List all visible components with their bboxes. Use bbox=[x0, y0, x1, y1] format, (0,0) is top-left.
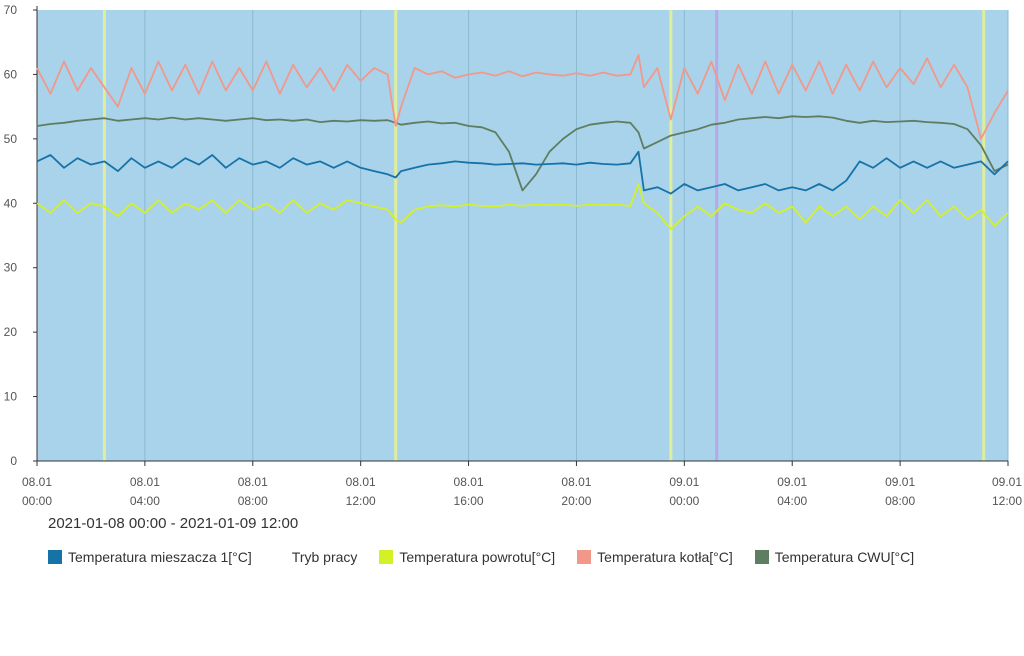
x-tick-label-day-0: 08.01 bbox=[22, 475, 52, 489]
x-tick-label-time-4: 16:00 bbox=[454, 494, 484, 508]
legend-item-boiler-temp[interactable]: Temperatura kotła[°C] bbox=[577, 549, 733, 565]
series-line-0 bbox=[36, 150, 1009, 195]
legend-item-mixer-temp[interactable]: Temperatura mieszacza 1[°C] bbox=[48, 549, 252, 565]
legend-label-dhw-temp: Temperatura CWU[°C] bbox=[774, 549, 915, 565]
x-tick-label-time-7: 04:00 bbox=[777, 494, 807, 508]
mode-marker-0 bbox=[102, 10, 106, 461]
x-tick-label-day-8: 09.01 bbox=[885, 475, 915, 489]
legend-label-mixer-temp: Temperatura mieszacza 1[°C] bbox=[68, 549, 252, 565]
y-tick-label-60: 60 bbox=[4, 67, 18, 81]
legend-label-boiler-temp: Temperatura kotła[°C] bbox=[597, 549, 733, 565]
legend-item-dhw-temp[interactable]: Temperatura CWU[°C] bbox=[754, 549, 915, 565]
legend-label-operating-mode: Tryb pracy bbox=[291, 549, 358, 565]
legend-label-return-temp: Temperatura powrotu[°C] bbox=[399, 549, 556, 565]
x-tick-label-time-0: 00:00 bbox=[22, 494, 52, 508]
x-tick-label-time-1: 04:00 bbox=[130, 494, 160, 508]
y-tick-label-50: 50 bbox=[4, 132, 18, 146]
y-tick-label-20: 20 bbox=[4, 325, 18, 339]
legend-swatch-boiler-temp bbox=[577, 550, 592, 564]
x-tick-label-day-9: 09.01 bbox=[992, 475, 1022, 489]
x-tick-label-time-9: 12:00 bbox=[992, 494, 1022, 508]
x-tick-label-time-2: 08:00 bbox=[238, 494, 268, 508]
legend-item-return-temp[interactable]: Temperatura powrotu[°C] bbox=[379, 549, 555, 565]
chart-legend: Temperatura mieszacza 1[°C] Tryb pracy T… bbox=[48, 549, 936, 565]
line-chart: 0 10 20 30 40 50 60 70 08.01 00:00 08.01 04:00 08.01… bbox=[4, 3, 1023, 508]
x-tick-label-day-3: 08.01 bbox=[346, 475, 376, 489]
y-tick-label-0: 0 bbox=[10, 454, 17, 468]
x-tick-label-time-3: 12:00 bbox=[346, 494, 376, 508]
x-tick-label-day-6: 09.01 bbox=[669, 475, 699, 489]
legend-swatch-return-temp bbox=[379, 550, 394, 564]
x-tick-label-time-5: 20:00 bbox=[561, 494, 591, 508]
y-tick-label-40: 40 bbox=[4, 196, 18, 210]
mode-marker-4 bbox=[982, 10, 986, 461]
y-tick-label-30: 30 bbox=[4, 261, 18, 275]
x-tick-label-time-6: 00:00 bbox=[669, 494, 699, 508]
legend-item-operating-mode[interactable]: Tryb pracy bbox=[292, 549, 358, 565]
y-tick-label-10: 10 bbox=[4, 390, 18, 404]
y-tick-label-70: 70 bbox=[4, 3, 18, 17]
x-tick-label-day-2: 08.01 bbox=[238, 475, 268, 489]
series-line-3 bbox=[36, 54, 1009, 140]
series-line-4 bbox=[36, 115, 1009, 192]
mode-marker-3 bbox=[715, 10, 719, 461]
mode-marker-2 bbox=[669, 10, 673, 461]
legend-swatch-dhw-temp bbox=[754, 550, 769, 564]
mode-marker-1 bbox=[394, 10, 398, 461]
x-tick-label-time-8: 08:00 bbox=[885, 494, 915, 508]
x-tick-label-day-4: 08.01 bbox=[454, 475, 484, 489]
plot-area bbox=[37, 10, 1008, 461]
x-tick-label-day-5: 08.01 bbox=[561, 475, 591, 489]
series-line-2 bbox=[36, 183, 1009, 231]
date-range-label: 2021-01-08 00:00 - 2021-01-09 12:00 bbox=[48, 515, 299, 532]
x-tick-label-day-1: 08.01 bbox=[130, 475, 160, 489]
legend-swatch-mixer-temp bbox=[48, 550, 62, 564]
x-tick-label-day-7: 09.01 bbox=[777, 475, 807, 489]
